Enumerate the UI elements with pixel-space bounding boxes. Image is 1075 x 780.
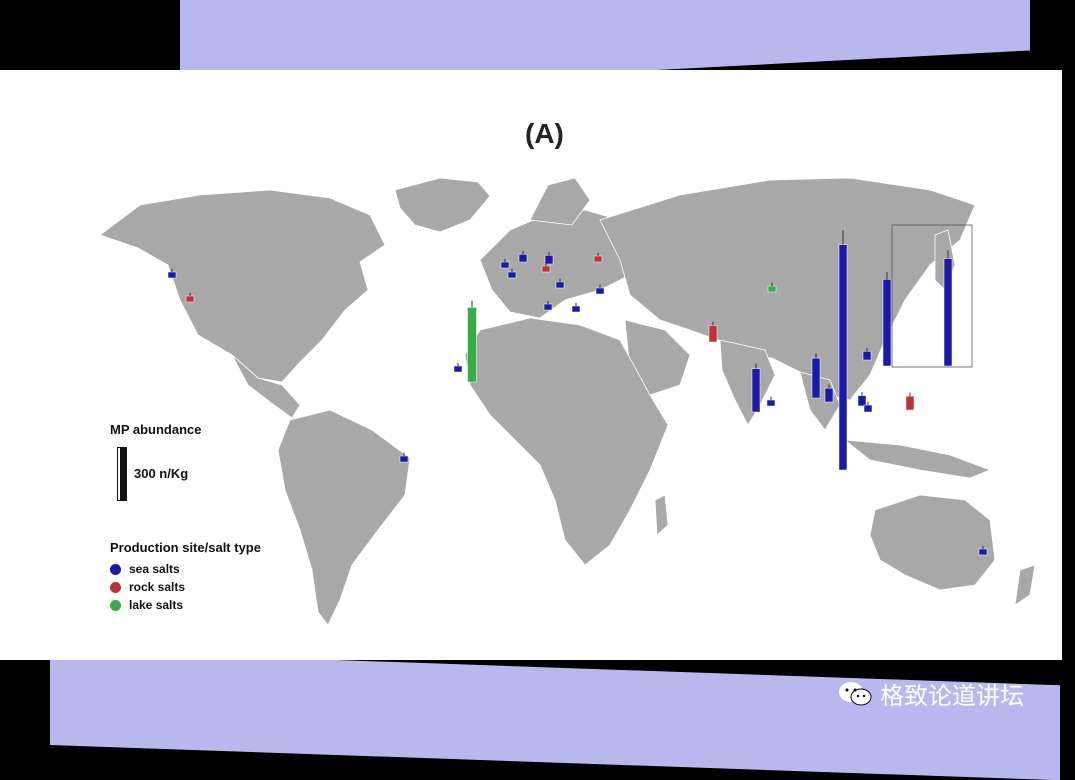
figure-title: (A) — [525, 118, 564, 149]
landmasses — [99, 177, 1036, 626]
abundance-bar-usa-west-coast — [167, 271, 177, 279]
australia — [869, 494, 996, 591]
abundance-bar-japan — [943, 258, 953, 367]
scandinavia — [529, 177, 591, 226]
abundance-bar-spain — [543, 303, 553, 311]
abundance-bar-sri-lanka — [766, 399, 776, 407]
abundance-bar-turkey — [595, 287, 605, 295]
abundance-bar-france — [507, 271, 517, 279]
abundance-bar-ukraine — [593, 255, 603, 263]
legend-item-sea: sea salts — [110, 562, 180, 576]
abundance-bar-vietnam — [863, 404, 873, 413]
abundance-bar-thailand — [857, 395, 867, 407]
inset-frame — [891, 224, 973, 368]
southeast-asia — [799, 371, 841, 431]
south-america — [277, 409, 411, 626]
indonesia — [843, 439, 992, 479]
north-america — [99, 189, 386, 383]
abundance-bar-bangladesh — [811, 357, 821, 399]
watermark-text: 格致论道讲坛 — [880, 683, 1024, 710]
abundance-bar-greece — [571, 305, 581, 313]
abundance-bar-taiwan — [862, 351, 872, 361]
abundance-bar-brazil — [399, 455, 409, 463]
abundance-bar-philippines — [905, 395, 915, 411]
lake-salts-dot — [110, 599, 121, 611]
wechat-icon — [839, 681, 872, 705]
abundance-bar-korea — [882, 279, 892, 367]
abundance-bar-myanmar — [824, 387, 834, 403]
abundance-bars — [167, 230, 988, 556]
abundance-bar-australia — [978, 548, 988, 556]
scale-label: 300 n/Kg — [134, 466, 189, 481]
legend-item-lake: lake salts — [110, 598, 183, 612]
rock-salts-dot — [110, 581, 121, 593]
abundance-bar-usa-interior — [185, 295, 195, 303]
abundance-bar-morocco-coast — [453, 365, 463, 373]
abundance-bar-canary-islands — [467, 307, 477, 383]
legend-abundance-title: MP abundance — [110, 422, 202, 437]
abundance-bar-iran — [708, 325, 718, 343]
watermark: 格致论道讲坛 — [838, 676, 1024, 711]
africa — [464, 317, 669, 566]
greenland — [394, 177, 491, 233]
sea-salts-dot — [110, 563, 121, 575]
legend-item-label: sea salts — [129, 562, 180, 576]
abundance-bar-mongolia — [767, 285, 777, 293]
abundance-bar-uk — [518, 253, 528, 263]
abundance-bar-netherlands — [500, 261, 510, 269]
asia — [599, 177, 976, 401]
world-map — [99, 177, 1036, 626]
madagascar — [654, 494, 669, 536]
abundance-bar-china — [838, 244, 848, 471]
scale-bar — [118, 448, 126, 500]
legend-item-label: lake salts — [129, 598, 184, 612]
abundance-bar-india — [751, 368, 761, 413]
abundance-bar-austria — [541, 265, 551, 273]
legend-item-label: rock salts — [129, 580, 186, 594]
legend-item-rock: rock salts — [110, 580, 185, 594]
new-zealand — [1014, 564, 1036, 606]
india — [719, 339, 776, 426]
abundance-bar-italy — [555, 281, 565, 289]
legend-type-title: Production site/salt type — [110, 540, 261, 555]
central-america — [231, 354, 301, 419]
